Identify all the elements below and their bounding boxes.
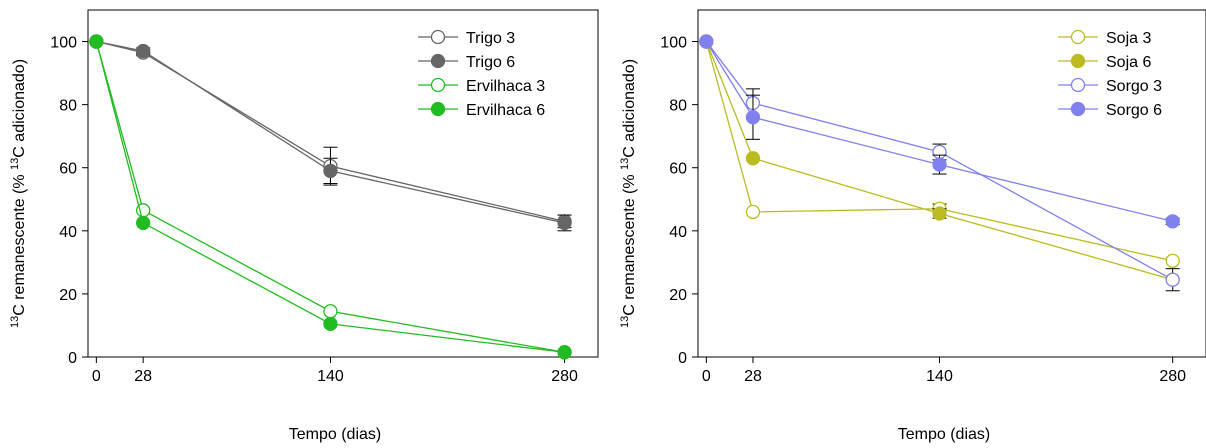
y-tick-label: 100 [50,35,77,52]
series-line [705,41,1173,262]
legend-marker [430,77,446,93]
data-point [1165,214,1180,229]
y-tick-label: 0 [68,350,77,367]
legend-label: Sorgo 6 [1106,102,1162,119]
legend-label: Sorgo 3 [1106,78,1162,95]
legend-label: Trigo 3 [466,30,515,47]
legend-entry: Trigo 3 [418,29,515,47]
y-axis-label-part: C remanescente (% [11,170,28,316]
data-point [1165,272,1180,287]
data-point [136,43,151,59]
y-axis-label-part: 13 [9,158,21,170]
legend-marker [430,53,446,69]
x-tick-label: 280 [551,368,578,385]
data-point [89,34,104,49]
chart-panel-right: 0 20 40 60 80 100 0 28 140 280 Tempo (dias) 13C rem… [619,9,1206,443]
legend-entry: Ervilhaca 6 [418,101,545,119]
y-tick-label: 40 [59,224,77,241]
data-point [745,204,761,220]
legend-entry: Trigo 6 [418,53,515,71]
legend-marker [430,29,446,45]
data-point [745,151,761,166]
series-ervilhaca-6 [89,34,572,360]
data-point [557,215,572,231]
data-point [745,110,761,125]
y-tick-label: 40 [669,224,687,241]
x-tick-label: 140 [926,368,953,385]
data-point [323,163,338,179]
series-line [705,41,1173,222]
series-line [95,41,565,353]
data-point [323,316,338,332]
x-tick-label: 28 [134,368,152,385]
x-tick-label: 0 [92,368,101,385]
plot-frame [697,9,1206,358]
y-axis-label-part: 13 [619,158,631,170]
legend-label: Soja 6 [1106,54,1151,71]
x-tick-label: 0 [702,368,711,385]
series-line [96,40,565,222]
series-line [705,41,1173,281]
y-tick-label: 60 [59,161,77,178]
x-tick-label: 28 [744,368,762,385]
x-axis-label: Tempo (dias) [289,426,381,443]
y-tick-label: 80 [669,98,687,115]
data-point [557,345,572,360]
x-tick-label: 140 [317,368,344,385]
y-tick-label: 0 [678,350,687,367]
series-line [95,41,565,353]
legend-label: Soja 3 [1106,30,1151,47]
series-line [705,41,1174,281]
legend-marker [1070,53,1086,69]
legend-marker [1070,77,1086,93]
y-tick-label: 100 [660,35,687,52]
legend-marker [1070,29,1086,45]
data-point [136,215,151,231]
y-axis-label-part: 13 [619,316,631,328]
data-point [932,157,947,172]
chart-panel-left: 0 20 40 60 80 100 0 28 140 280 Tempo (dias) 13C rem… [9,9,599,443]
legend-entry: Sorgo 3 [1058,77,1162,95]
legend-marker [1070,101,1086,117]
legend-label: Trigo 6 [466,54,515,71]
y-tick-label: 60 [669,161,687,178]
y-tick-label: 80 [59,98,77,115]
y-tick-label: 20 [669,287,687,304]
y-axis-label-part: 13 [9,316,21,328]
legend-marker [430,101,446,117]
series-sorgo-6 [699,34,1180,229]
data-point [323,304,338,319]
data-point [699,34,714,49]
legend-label: Ervilhaca 3 [466,78,545,95]
y-axis-label-part: C adicionado) [621,59,638,158]
data-point [932,206,947,221]
legend-entry: Sorgo 6 [1058,101,1162,119]
series-line [96,40,565,224]
x-axis-label: Tempo (dias) [898,426,990,443]
y-axis-label: 13C remanescente (% 13C adicionado) [619,59,638,328]
x-tick-label: 280 [1159,368,1186,385]
y-tick-label: 20 [59,287,77,304]
y-axis-label-part: C remanescente (% [621,170,638,316]
legend-entry: Soja 3 [1058,29,1151,47]
legend-entry: Ervilhaca 3 [418,77,545,95]
legend-label: Ervilhaca 6 [466,102,545,119]
y-axis-label-part: C adicionado) [11,59,28,158]
y-axis-label: 13C remanescente (% 13C adicionado) [9,59,28,328]
legend-entry: Soja 6 [1058,53,1151,71]
plot-frame [87,9,599,358]
data-point [1165,253,1180,268]
